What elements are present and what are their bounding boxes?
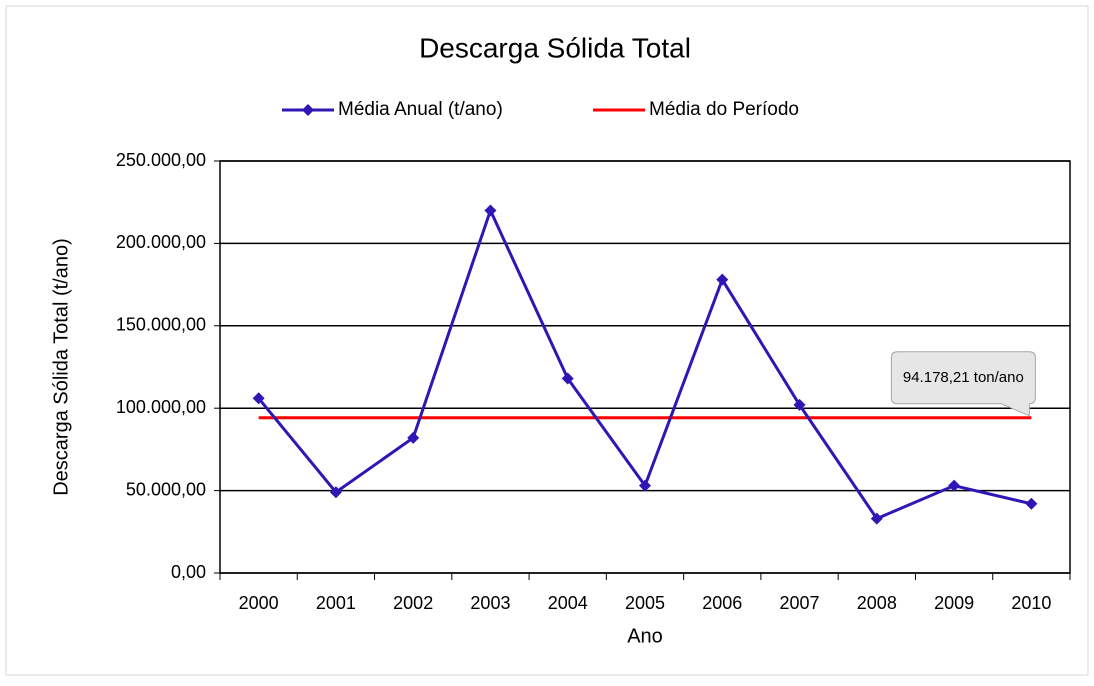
y-tick-label: 200.000,00 — [116, 232, 206, 252]
x-tick-label: 2001 — [316, 593, 356, 613]
legend-label: Média do Período — [649, 99, 799, 120]
chart-border — [5, 5, 1089, 676]
x-tick-label: 2007 — [780, 593, 820, 613]
x-tick-label: 2008 — [857, 593, 897, 613]
y-tick-label: 150.000,00 — [116, 315, 206, 335]
marker — [484, 204, 497, 217]
annotation-callout — [890, 351, 1036, 417]
y-tick-label: 50.000,00 — [126, 479, 206, 499]
legend-label: Média Anual (t/ano) — [338, 99, 503, 120]
legend-marker — [302, 104, 314, 116]
marker — [948, 479, 961, 492]
marker — [793, 398, 806, 411]
x-tick-label: 2010 — [1011, 593, 1051, 613]
marker — [870, 512, 883, 525]
plot-frame — [219, 160, 1071, 574]
x-tick-label: 2002 — [393, 593, 433, 613]
marker — [639, 479, 651, 492]
x-tick-label: 2006 — [702, 593, 742, 613]
marker — [252, 392, 265, 405]
x-tick-label: 2009 — [934, 593, 974, 613]
x-tick-label: 2004 — [548, 593, 588, 613]
marker — [561, 372, 574, 385]
marker — [716, 273, 729, 286]
marker — [1025, 497, 1038, 510]
marker — [407, 431, 420, 444]
x-tick-label: 2000 — [239, 593, 279, 613]
y-tick-label: 0,00 — [171, 562, 206, 582]
annotation-text: 94.178,21 ton/ano — [903, 369, 1024, 386]
y-tick-label: 100.000,00 — [116, 397, 206, 417]
y-axis-label: Descarga Sólida Total (t/ano) — [50, 238, 72, 496]
x-tick-label: 2003 — [470, 593, 510, 613]
x-tick-label: 2005 — [625, 593, 665, 613]
marker — [329, 486, 342, 499]
x-axis-label: Ano — [627, 625, 663, 647]
chart-title: Descarga Sólida Total — [419, 32, 691, 63]
y-tick-label: 250.000,00 — [116, 150, 206, 170]
